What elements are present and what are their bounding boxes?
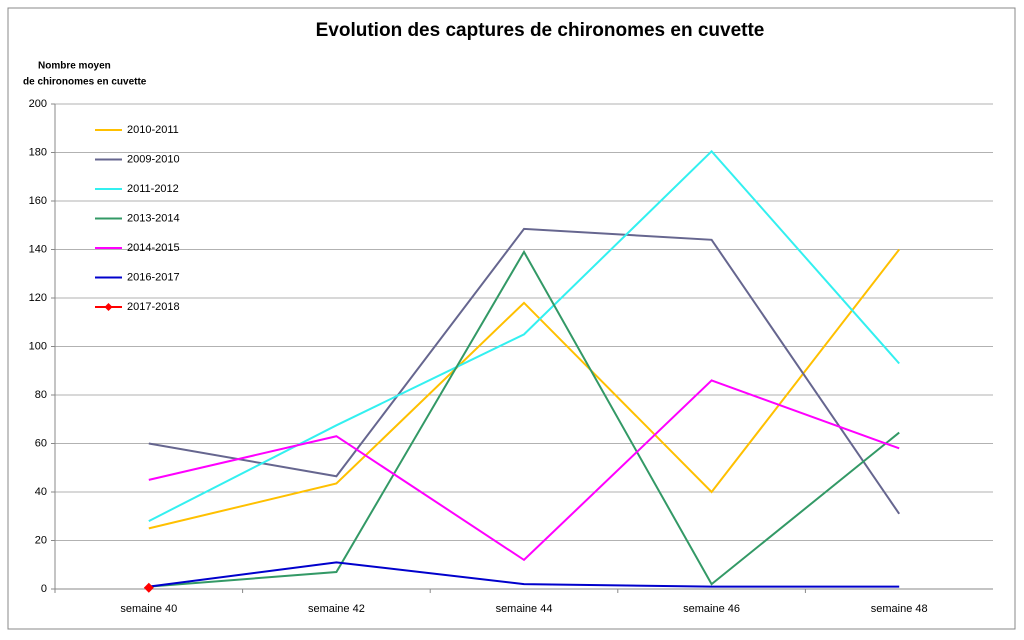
legend-label: 2009-2010 bbox=[127, 153, 180, 165]
y-axis-label: Nombre moyen bbox=[38, 61, 111, 72]
legend-label: 2011-2012 bbox=[127, 183, 179, 195]
y-tick-label: 180 bbox=[29, 146, 47, 158]
y-axis-label: de chironomes en cuvette bbox=[23, 77, 147, 88]
series-line bbox=[148, 379, 900, 562]
y-tick-label: 60 bbox=[35, 437, 47, 449]
y-tick-label: 40 bbox=[35, 486, 47, 498]
series-marker bbox=[143, 582, 154, 593]
series-line bbox=[148, 149, 900, 522]
legend-label: 2016-2017 bbox=[127, 271, 180, 283]
y-tick-label: 160 bbox=[29, 195, 47, 207]
legend-label: 2014-2015 bbox=[127, 242, 180, 254]
x-tick-label: semaine 44 bbox=[496, 603, 553, 615]
chart-title: Evolution des captures de chironomes en … bbox=[316, 20, 765, 41]
legend-marker bbox=[104, 303, 113, 311]
y-tick-label: 20 bbox=[35, 534, 47, 546]
x-tick-label: semaine 48 bbox=[871, 603, 928, 615]
x-tick-label: semaine 40 bbox=[120, 603, 177, 615]
x-tick-label: semaine 46 bbox=[683, 603, 740, 615]
legend-label: 2017-2018 bbox=[127, 301, 180, 313]
series-line bbox=[148, 248, 900, 530]
y-tick-label: 80 bbox=[35, 389, 47, 401]
series-line bbox=[148, 249, 900, 588]
series-line bbox=[148, 561, 900, 588]
legend-label: 2013-2014 bbox=[127, 212, 180, 224]
y-tick-label: 120 bbox=[29, 292, 47, 304]
y-tick-label: 0 bbox=[41, 583, 47, 595]
chart-frame bbox=[7, 7, 1016, 630]
y-tick-label: 100 bbox=[29, 340, 47, 352]
legend-label: 2010-2011 bbox=[127, 124, 179, 136]
x-tick-label: semaine 42 bbox=[308, 603, 365, 615]
series-line bbox=[148, 227, 901, 515]
y-tick-label: 200 bbox=[29, 98, 47, 110]
y-tick-label: 140 bbox=[29, 243, 47, 255]
